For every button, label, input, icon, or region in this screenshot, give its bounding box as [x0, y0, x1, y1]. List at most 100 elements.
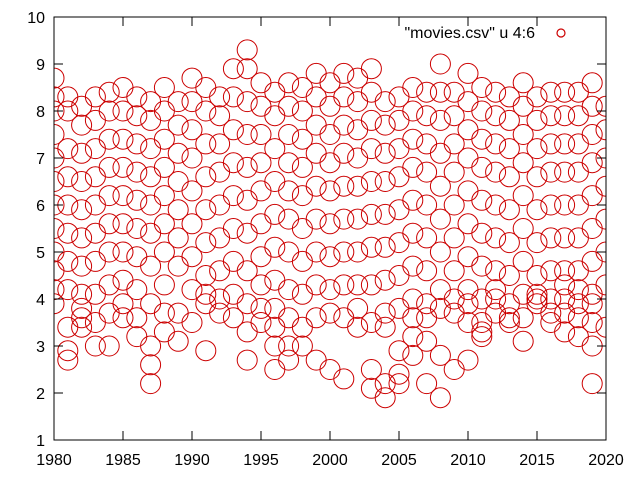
data-point: [554, 81, 576, 103]
data-point: [236, 293, 258, 315]
data-point: [498, 265, 520, 286]
y-tick-label: 2: [36, 386, 45, 403]
data-point: [264, 105, 286, 127]
data-point: [153, 128, 175, 150]
data-point: [540, 105, 562, 127]
data-point: [54, 86, 65, 108]
data-point: [264, 297, 286, 319]
data-point: [402, 288, 424, 310]
data-point: [195, 232, 217, 254]
data-point: [305, 349, 327, 371]
data-point: [140, 354, 162, 376]
data-point: [71, 142, 93, 164]
data-point: [429, 109, 451, 131]
y-tick-label: 5: [36, 245, 45, 262]
data-point: [167, 302, 189, 324]
data-point: [457, 147, 479, 169]
data-point: [374, 302, 396, 324]
y-tick-label: 8: [36, 104, 45, 121]
data-point: [167, 114, 189, 136]
data-point: [250, 297, 272, 319]
data-point: [181, 67, 203, 89]
data-point: [305, 142, 327, 164]
data-point: [112, 156, 134, 178]
data-point: [526, 232, 548, 254]
data-point: [402, 222, 424, 244]
data-point: [388, 363, 410, 385]
data-point: [140, 194, 162, 216]
data-point: [140, 138, 162, 160]
data-point: [126, 218, 148, 239]
data-point: [498, 232, 520, 254]
data-point: [485, 227, 507, 249]
data-point: [374, 171, 396, 192]
data-point: [98, 335, 120, 357]
data-point: [112, 307, 134, 329]
data-point: [360, 359, 382, 380]
data-point: [429, 142, 451, 164]
y-tick-label: 1: [36, 433, 45, 450]
data-point: [167, 199, 189, 221]
data-point: [264, 203, 286, 225]
data-point: [443, 260, 465, 282]
data-point: [84, 86, 106, 108]
data-point: [98, 274, 120, 296]
data-point: [209, 227, 231, 249]
data-point: [485, 279, 507, 301]
data-point: [126, 326, 148, 348]
data-point: [485, 133, 507, 155]
data-point: [71, 114, 93, 136]
data-point: [567, 194, 589, 216]
data-point: [498, 199, 520, 221]
data-point: [374, 91, 396, 113]
data-point: [567, 260, 589, 282]
data-point: [236, 39, 258, 61]
data-point: [554, 161, 576, 183]
data-point: [57, 138, 79, 160]
data-point: [126, 105, 148, 127]
x-tick-label: 2005: [381, 452, 417, 469]
data-point: [291, 128, 313, 150]
y-tick-label: 3: [36, 339, 45, 356]
data-point: [71, 199, 93, 221]
data-point: [388, 199, 410, 221]
data-point: [471, 255, 493, 277]
data-point: [140, 293, 162, 315]
data-point: [554, 227, 576, 249]
data-point: [54, 194, 65, 216]
data-point: [126, 246, 148, 268]
data-point: [71, 283, 93, 305]
data-point: [471, 222, 493, 244]
data-point: [84, 312, 106, 333]
data-point: [402, 100, 424, 122]
data-point: [54, 218, 65, 239]
data-point: [57, 166, 79, 188]
data-point: [319, 152, 341, 174]
data-point: [526, 283, 548, 305]
data-point: [347, 175, 369, 197]
data-point: [595, 316, 606, 338]
data-point: [305, 114, 327, 136]
data-point: [581, 152, 603, 174]
data-point: [526, 109, 548, 131]
data-point: [209, 194, 231, 216]
data-point: [540, 312, 562, 333]
y-tick-label: 7: [36, 151, 45, 168]
data-point: [222, 250, 244, 272]
data-point: [319, 213, 341, 235]
data-point: [485, 288, 507, 310]
data-point: [71, 171, 93, 192]
data-point: [540, 161, 562, 183]
data-point: [471, 100, 493, 122]
data-point: [429, 81, 451, 103]
data-point: [112, 293, 134, 315]
data-point: [126, 86, 148, 108]
data-point: [416, 260, 438, 282]
data-point: [195, 340, 217, 362]
data-point: [54, 279, 65, 301]
data-point: [443, 81, 465, 103]
data-point: [581, 283, 603, 305]
data-point: [595, 95, 606, 117]
data-points: [54, 39, 606, 409]
data-point: [416, 161, 438, 183]
